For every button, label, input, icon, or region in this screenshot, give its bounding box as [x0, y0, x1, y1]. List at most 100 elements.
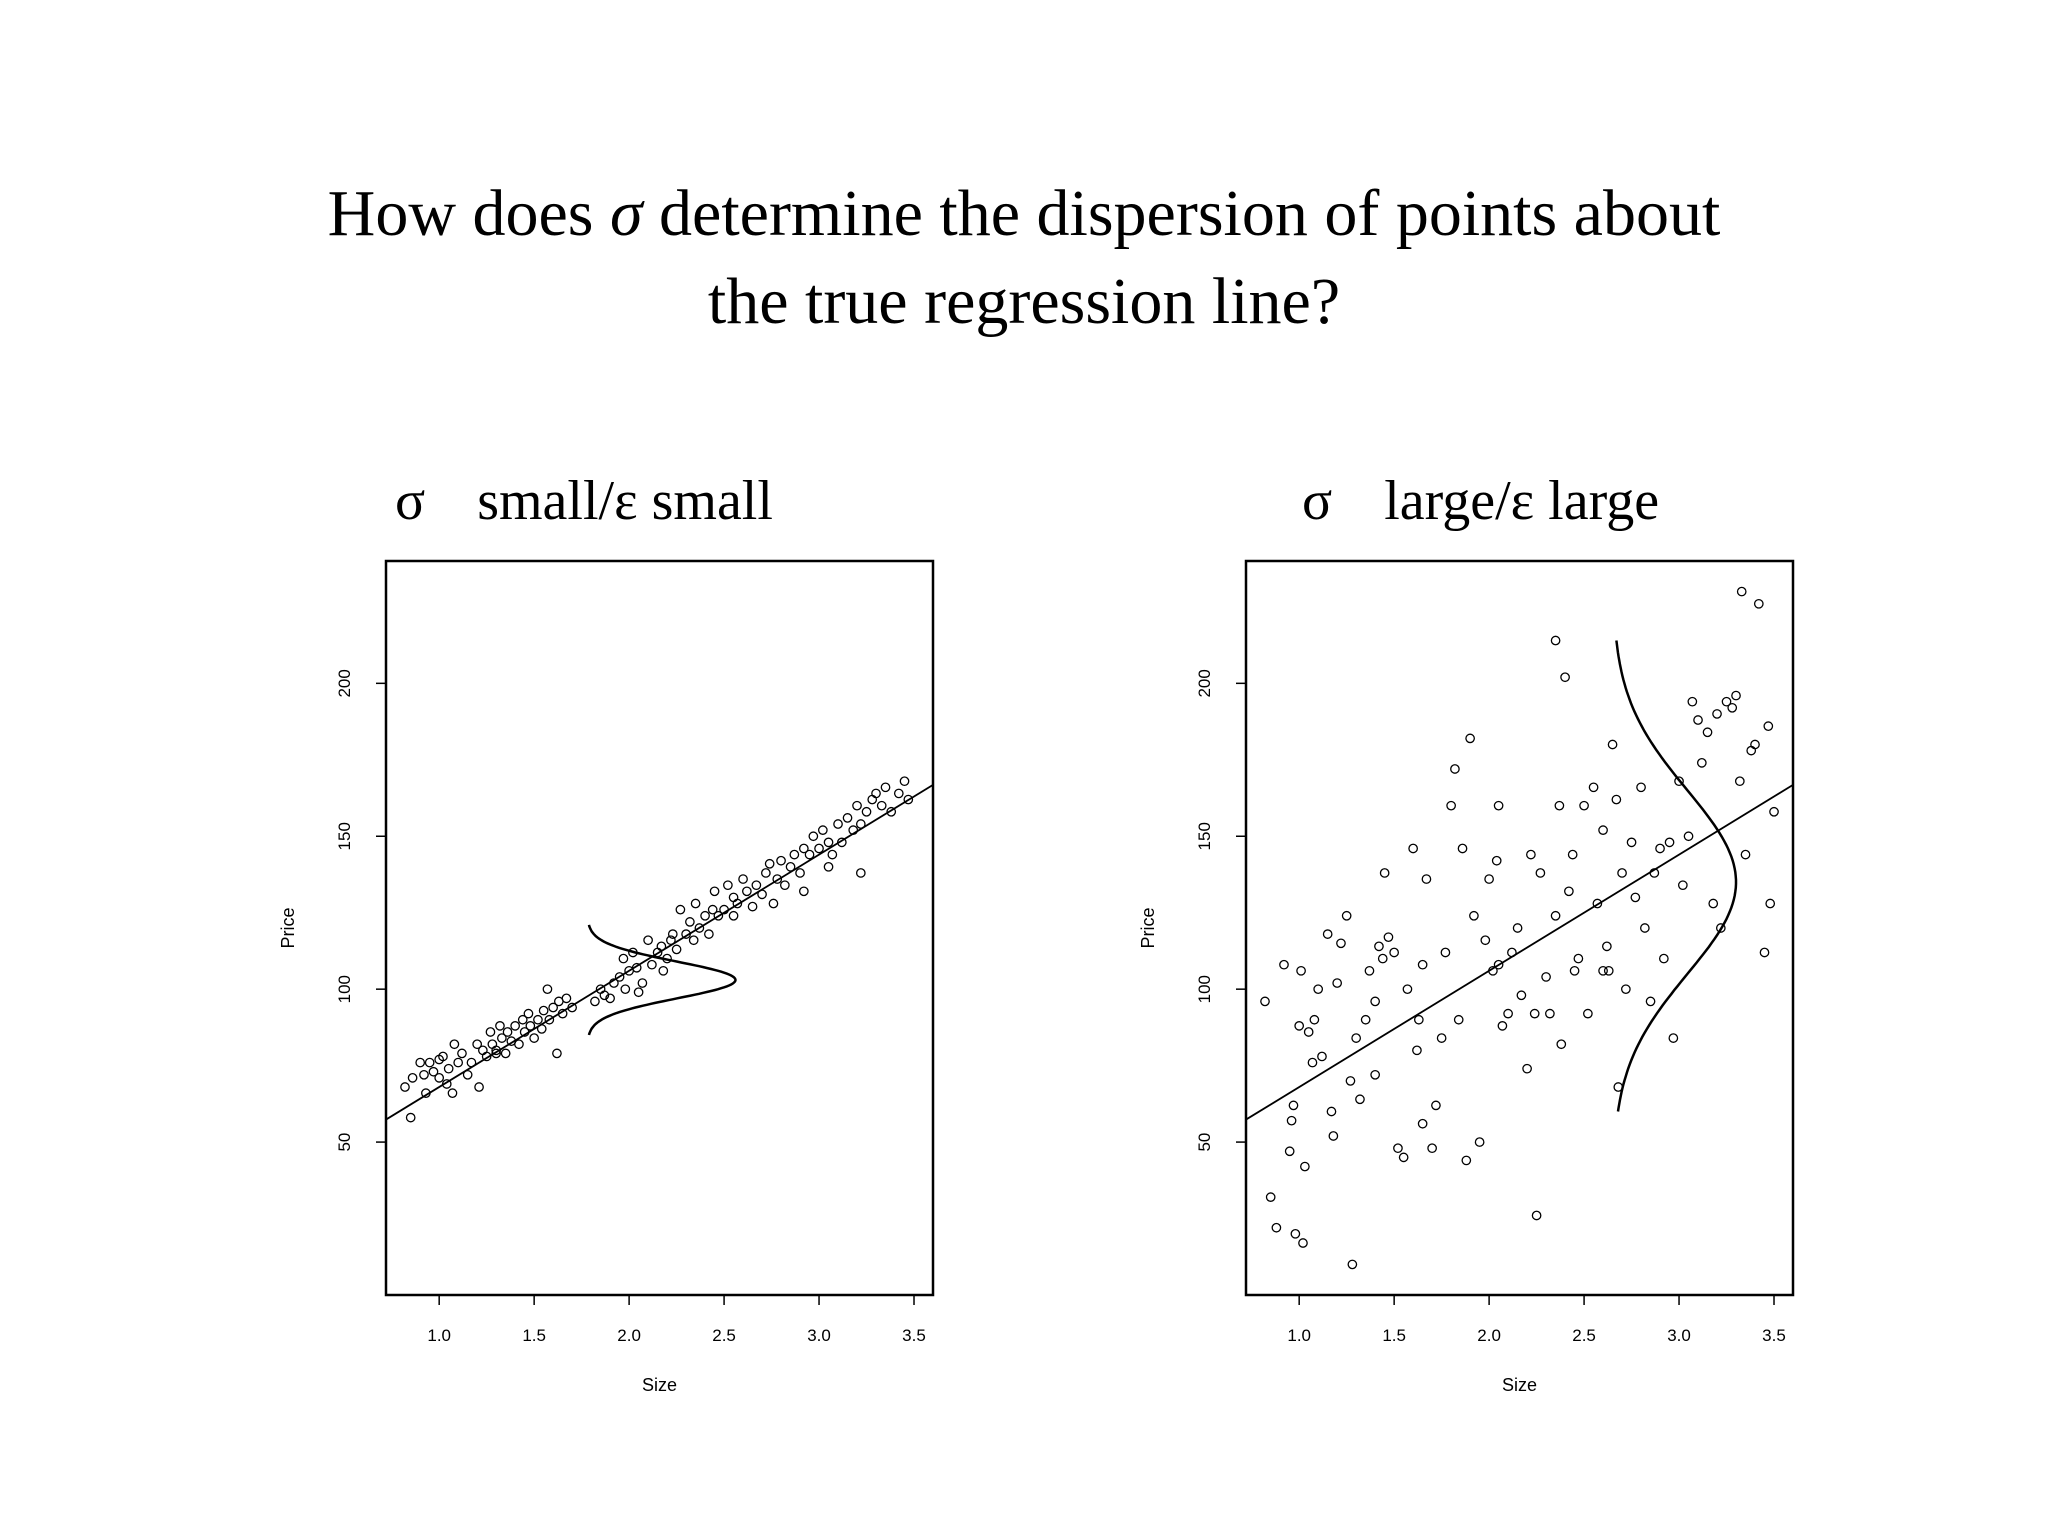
data-point	[474, 1082, 484, 1092]
data-point	[500, 1048, 511, 1059]
data-point	[1677, 880, 1688, 891]
data-point	[798, 886, 809, 897]
data-point	[462, 1069, 473, 1080]
data-point	[1402, 984, 1413, 995]
data-point	[519, 1027, 530, 1037]
data-point	[407, 1073, 418, 1083]
data-point	[776, 855, 786, 866]
data-point	[1417, 1118, 1428, 1129]
data-point	[880, 782, 891, 793]
data-point	[1497, 1021, 1508, 1031]
data-point	[855, 868, 866, 878]
data-point	[517, 1014, 528, 1025]
data-point	[1636, 782, 1646, 793]
data-point	[1708, 898, 1719, 909]
data-point	[852, 800, 862, 811]
data-point	[1753, 598, 1764, 609]
data-point	[1474, 1137, 1485, 1147]
data-point	[525, 1021, 536, 1031]
x-tick-label: 2.5	[1572, 1326, 1596, 1345]
data-point	[1567, 849, 1578, 860]
panel-label: small/ε small	[477, 470, 773, 532]
data-point	[1345, 1076, 1356, 1086]
data-point	[871, 788, 881, 799]
data-point	[1300, 1161, 1310, 1172]
data-point	[713, 910, 724, 921]
data-point	[757, 889, 767, 900]
data-point	[1693, 715, 1703, 725]
data-point	[723, 880, 733, 891]
data-point	[1296, 965, 1306, 976]
x-tick-label: 3.5	[1762, 1326, 1786, 1345]
data-point	[599, 990, 610, 1001]
data-point	[400, 1082, 410, 1092]
y-tick-label: 50	[335, 1133, 354, 1152]
data-point	[1457, 843, 1468, 854]
data-point	[1370, 996, 1381, 1007]
data-point	[1664, 837, 1675, 848]
data-point	[861, 806, 872, 817]
data-point	[523, 1008, 534, 1019]
data-point	[1649, 868, 1660, 878]
data-point	[789, 849, 800, 860]
title-text-end: determine the dispersion of points about	[642, 177, 1721, 250]
slide-title-line-2: the true regression line?	[707, 265, 1341, 338]
data-point	[637, 978, 648, 988]
data-point	[633, 987, 644, 998]
data-point	[1727, 702, 1738, 713]
data-point	[675, 904, 686, 915]
data-point	[1541, 972, 1551, 982]
data-point	[808, 831, 819, 842]
data-point	[1417, 959, 1428, 970]
data-point	[1421, 874, 1432, 884]
data-point	[1696, 758, 1707, 768]
data-point	[1341, 910, 1352, 921]
data-point	[1322, 929, 1333, 939]
data-point	[1360, 1014, 1371, 1025]
data-point	[1640, 923, 1650, 933]
data-point	[1431, 1100, 1441, 1111]
data-point	[732, 898, 743, 909]
data-point	[1313, 984, 1324, 995]
data-point	[1347, 1259, 1358, 1270]
x-tick-label: 3.0	[1667, 1326, 1691, 1345]
data-point	[1522, 1063, 1532, 1074]
scatter-plot-small-sigma: 1.0 1.5 2.0 2.5 3.0 3.5 50 100 150 200 Size Price	[278, 559, 935, 1395]
data-point	[538, 1005, 549, 1016]
plot-frame	[384, 559, 935, 1297]
data-point	[867, 794, 878, 805]
x-tick-label: 2.0	[617, 1326, 641, 1345]
data-point	[1579, 800, 1589, 811]
data-point	[1554, 800, 1565, 811]
data-point	[647, 959, 657, 970]
data-point	[618, 953, 629, 964]
data-point	[1598, 825, 1608, 835]
data-point	[514, 1039, 524, 1050]
data-point	[1721, 696, 1732, 707]
x-axis-label: Size	[642, 1375, 677, 1395]
data-point	[424, 1057, 435, 1068]
data-point	[804, 849, 815, 860]
data-point	[497, 1033, 507, 1043]
data-point	[1488, 965, 1498, 976]
data-point	[1446, 800, 1456, 811]
data-point	[876, 800, 887, 811]
y-axis-label: Price	[278, 907, 298, 948]
data-point	[671, 944, 682, 955]
data-point	[1687, 696, 1698, 707]
data-point	[1750, 739, 1760, 750]
x-tick-label: 1.5	[1382, 1326, 1406, 1345]
scatter-plot-large-sigma: 1.0 1.5 2.0 2.5 3.0 3.5 50 100 150 200 Size Price	[1138, 559, 1795, 1395]
data-point	[1480, 935, 1491, 946]
data-point	[1535, 868, 1546, 878]
data-point	[1336, 938, 1346, 949]
data-point	[1317, 1051, 1327, 1062]
data-point	[453, 1057, 464, 1068]
data-point	[1573, 953, 1584, 964]
title-sigma-symbol: σ	[609, 177, 643, 250]
data-point	[1351, 1033, 1362, 1043]
data-point	[1621, 984, 1631, 995]
panel-heading-small: σ small/ε small	[395, 466, 773, 536]
data-point	[1715, 923, 1726, 933]
data-point	[542, 984, 553, 995]
